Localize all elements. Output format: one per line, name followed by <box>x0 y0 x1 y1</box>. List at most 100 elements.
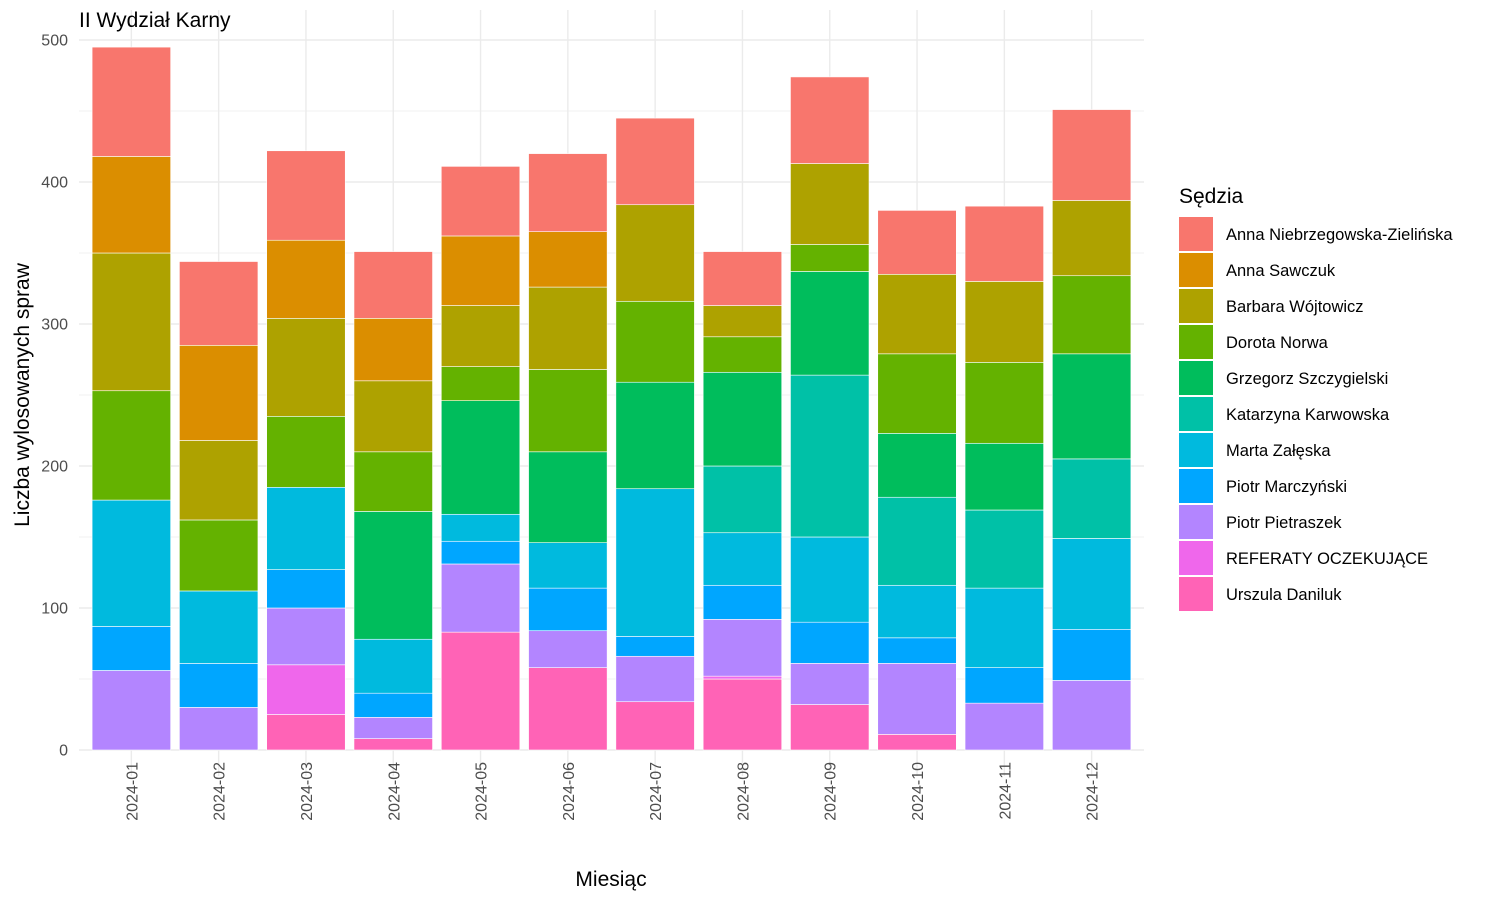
legend-label: Anna Niebrzegowska-Zielińska <box>1226 226 1453 244</box>
bar-segment <box>353 318 433 382</box>
bar-segment <box>266 607 346 666</box>
bar-segment <box>440 400 521 515</box>
bar-segment <box>528 231 608 288</box>
bar-segment <box>528 542 608 589</box>
bar-segment <box>702 336 783 373</box>
bar-segment <box>702 584 783 620</box>
bar-segment <box>790 663 870 705</box>
bar-segment <box>1052 109 1132 201</box>
legend-label: Dorota Norwa <box>1226 334 1329 352</box>
bar-segment <box>702 371 783 467</box>
bar-segment <box>528 451 608 543</box>
bar-segment <box>877 584 957 639</box>
x-tick-label: 2024-01 <box>124 762 141 821</box>
bar-segment <box>790 704 870 751</box>
bar-segment <box>615 204 695 302</box>
bar-segment <box>179 519 259 592</box>
x-axis-ticks: 2024-01 2024-02 2024-03 2024-04 2024-05 2024-… <box>124 762 1101 821</box>
legend-key <box>1179 577 1213 611</box>
x-tick-label: 2024-04 <box>386 762 403 821</box>
bar-segment <box>1052 628 1132 681</box>
bar-segment <box>528 667 608 751</box>
bar-segment <box>790 76 870 164</box>
bar-segment <box>266 318 346 417</box>
legend-key <box>1179 469 1213 503</box>
y-axis-title: Liczba wylosowanych spraw <box>11 262 34 527</box>
bar-segment <box>615 636 695 657</box>
bar-segment <box>964 281 1044 363</box>
bar-segment <box>615 381 695 490</box>
bar-segment <box>91 390 171 501</box>
bar-segment <box>91 499 171 627</box>
legend-label: Anna Sawczuk <box>1226 262 1336 280</box>
bar-segment <box>353 511 433 640</box>
x-tick-label: 2024-08 <box>735 762 752 821</box>
legend-label: Barbara Wójtowicz <box>1226 298 1364 316</box>
bar-segment <box>1052 458 1132 539</box>
bar-segment <box>91 626 171 671</box>
x-tick-label: 2024-11 <box>997 762 1014 820</box>
bar-segment <box>615 701 695 751</box>
bar-segment <box>877 273 957 355</box>
bar-segment <box>353 451 433 512</box>
bar-segment <box>790 621 870 664</box>
bar-segment <box>440 631 521 751</box>
bar-segment <box>615 488 695 637</box>
bar-segment <box>266 486 346 570</box>
bar-segment <box>790 374 870 538</box>
legend: Sędzia Anna Niebrzegowska-Zielińska Anna … <box>1179 185 1453 611</box>
legend-label: Katarzyna Karwowska <box>1226 406 1390 424</box>
x-tick-label: 2024-09 <box>823 762 840 821</box>
bar-segment <box>1052 680 1132 751</box>
y-tick-label: 500 <box>41 33 68 50</box>
y-tick-label: 0 <box>59 743 68 760</box>
bar-segment <box>877 734 957 751</box>
bar-segment <box>964 362 1044 444</box>
bar-segment <box>353 638 433 694</box>
y-tick-label: 200 <box>41 459 68 476</box>
legend-key <box>1179 325 1213 359</box>
bar-segment <box>528 369 608 453</box>
y-tick-label: 100 <box>41 601 68 618</box>
bar-segment <box>266 239 346 319</box>
x-tick-label: 2024-06 <box>561 762 578 821</box>
x-tick-label: 2024-03 <box>299 762 316 821</box>
bar-segment <box>266 150 346 241</box>
y-axis-ticks: 0 100 200 300 400 500 <box>41 33 68 760</box>
bar-segment <box>877 353 957 434</box>
bar-segment <box>877 496 957 586</box>
bar-segment <box>353 692 433 718</box>
x-tick-label: 2024-07 <box>648 762 665 821</box>
bar-segment <box>353 380 433 453</box>
bar-segment <box>91 46 171 157</box>
legend-label: Piotr Pietraszek <box>1226 514 1342 532</box>
bar-segment <box>266 569 346 609</box>
bar-segment <box>964 442 1044 511</box>
bar-segment <box>1052 353 1132 460</box>
bar-segment <box>91 670 171 751</box>
legend-key <box>1179 541 1213 575</box>
bar-segment <box>790 244 870 272</box>
legend-title: Sędzia <box>1179 185 1244 208</box>
bar-segment <box>353 717 433 739</box>
bar-segment <box>440 235 521 306</box>
bar-segments <box>91 46 1132 751</box>
bar-segment <box>353 738 433 751</box>
bar-segment <box>877 433 957 498</box>
bar-segment <box>702 675 783 680</box>
legend-label: Piotr Marczyński <box>1226 478 1347 496</box>
bar-segment <box>702 251 783 306</box>
bar-segment <box>964 205 1044 282</box>
x-tick-label: 2024-05 <box>474 762 491 821</box>
bar-segment <box>702 532 783 586</box>
bar-segment <box>440 513 521 542</box>
legend-key <box>1179 505 1213 539</box>
legend-key <box>1179 289 1213 323</box>
y-tick-label: 400 <box>41 175 68 192</box>
legend-label: Marta Załęska <box>1226 442 1331 460</box>
bar-segment <box>790 163 870 245</box>
bar-segment <box>440 540 521 565</box>
bar-segment <box>702 465 783 534</box>
bar-segment <box>790 536 870 623</box>
bar-segment <box>1052 200 1132 277</box>
